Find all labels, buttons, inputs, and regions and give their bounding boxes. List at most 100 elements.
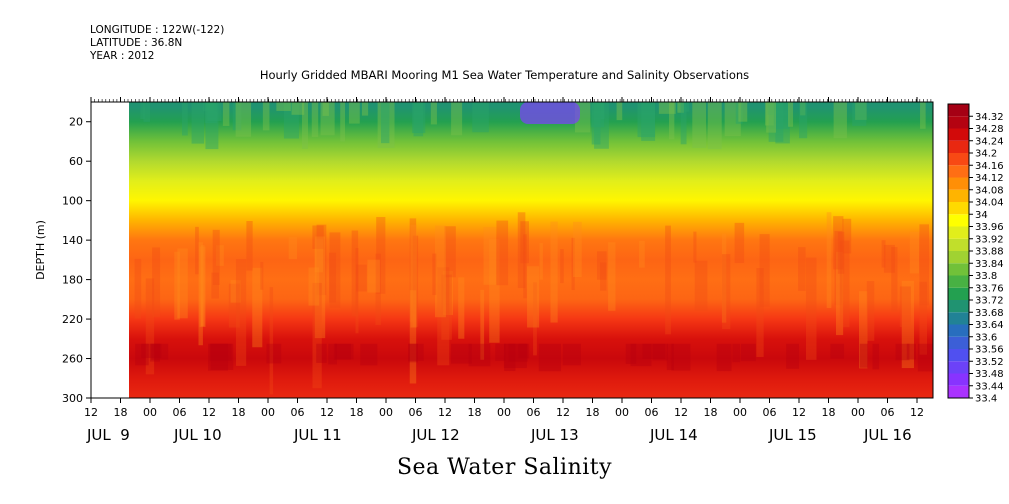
colorbar-label: 33.64 [975,320,1004,331]
x-hour-label: 18 [114,406,128,419]
salinity-field [129,102,933,398]
colorbar-swatch [948,385,969,398]
y-axis-label: DEPTH (m) [34,220,47,280]
x-day-label: JUL 13 [530,426,579,444]
x-hour-label: 06 [527,406,541,419]
colorbar-label: 34.08 [975,185,1004,196]
chart-title: Hourly Gridded MBARI Mooring M1 Sea Wate… [259,68,750,82]
colorbar-swatch [948,153,969,166]
colorbar-label: 34 [975,210,988,221]
x-hour-label: 00 [497,406,511,419]
colorbar-label: 33.84 [975,259,1004,270]
colorbar-swatch [948,214,969,227]
colorbar-label: 33.6 [975,332,997,343]
colorbar-swatch [948,202,969,215]
colorbar-label: 33.8 [975,271,997,282]
year-label: YEAR : 2012 [90,50,155,62]
x-hour-label: 06 [291,406,305,419]
latitude-label: LATITUDE : 36.8N [90,37,183,49]
x-day-label: JUL 15 [768,426,817,444]
colorbar-label: 33.88 [975,247,1004,258]
colorbar-label: 33.96 [975,222,1004,233]
colorbar-label: 33.72 [975,296,1004,307]
x-hour-label: 00 [851,406,865,419]
colorbar-label: 34.24 [975,136,1004,147]
x-hour-label: 06 [173,406,187,419]
x-hour-label: 06 [763,406,777,419]
x-hour-label: 12 [910,406,924,419]
colorbar-swatch [948,312,969,325]
colorbar-swatch [948,361,969,374]
colorbar-label: 33.44 [975,381,1004,392]
colorbar-swatch [948,263,969,276]
y-tick-label: 260 [62,353,83,366]
colorbar-label: 33.52 [975,357,1004,368]
colorbar-swatch [948,226,969,239]
colorbar-swatch [948,104,969,117]
colorbar-swatch [948,238,969,251]
x-hour-label: 12 [202,406,216,419]
longitude-label: LONGITUDE : 122W(-122) [90,24,225,36]
x-day-label: JUL 10 [173,426,222,444]
y-tick-label: 20 [69,116,83,129]
x-axis-title: Sea Water Salinity [396,455,613,480]
colorbar: 33.433.4433.4833.5233.5633.633.6433.6833… [947,103,1004,405]
field-texture [134,102,933,395]
colorbar-label: 33.4 [975,394,997,405]
x-hour-label: 12 [84,406,98,419]
colorbar-label: 34.28 [975,124,1004,135]
x-hour-label: 00 [379,406,393,419]
colorbar-label: 34.2 [975,149,997,160]
colorbar-label: 34.16 [975,161,1004,172]
colorbar-swatch [948,189,969,202]
x-hour-label: 06 [645,406,659,419]
colorbar-swatch [948,140,969,153]
y-tick-label: 300 [62,392,83,405]
x-hour-label: 18 [586,406,600,419]
x-hour-label: 12 [438,406,452,419]
x-hour-label: 12 [320,406,334,419]
x-hour-label: 18 [350,406,364,419]
colorbar-label: 33.76 [975,283,1004,294]
colorbar-label: 34.12 [975,173,1004,184]
colorbar-swatch [948,251,969,264]
x-hour-label: 06 [881,406,895,419]
colorbar-swatch [948,373,969,386]
x-hour-label: 00 [143,406,157,419]
x-day-label: JUL 11 [293,426,342,444]
x-hour-label: 00 [733,406,747,419]
x-hour-label: 12 [792,406,806,419]
x-day-label: JUL 16 [863,426,912,444]
y-tick-label: 140 [62,234,83,247]
colorbar-label: 33.48 [975,369,1004,380]
colorbar-label: 34.04 [975,198,1004,209]
colorbar-swatch [948,275,969,288]
y-tick-label: 180 [62,274,83,287]
colorbar-label: 33.68 [975,308,1004,319]
colorbar-swatch [948,177,969,190]
x-hour-label: 06 [409,406,423,419]
colorbar-swatch [948,336,969,349]
plot-area [90,101,934,399]
x-hour-label: 12 [556,406,570,419]
colorbar-swatch [948,349,969,362]
colorbar-swatch [948,116,969,129]
colorbar-swatch [948,300,969,313]
colorbar-label: 33.92 [975,234,1004,245]
y-tick-label: 220 [62,313,83,326]
y-tick-label: 100 [62,195,83,208]
y-tick-label: 60 [69,155,83,168]
x-hour-label: 00 [261,406,275,419]
x-day-label: JUL 12 [411,426,460,444]
colorbar-swatch [948,165,969,178]
x-hour-label: 18 [232,406,246,419]
x-hour-label: 12 [674,406,688,419]
colorbar-swatch [948,324,969,337]
x-hour-label: 00 [615,406,629,419]
x-hour-label: 18 [468,406,482,419]
x-hour-label: 18 [822,406,836,419]
colorbar-label: 34.32 [975,112,1004,123]
colorbar-swatch [948,128,969,141]
